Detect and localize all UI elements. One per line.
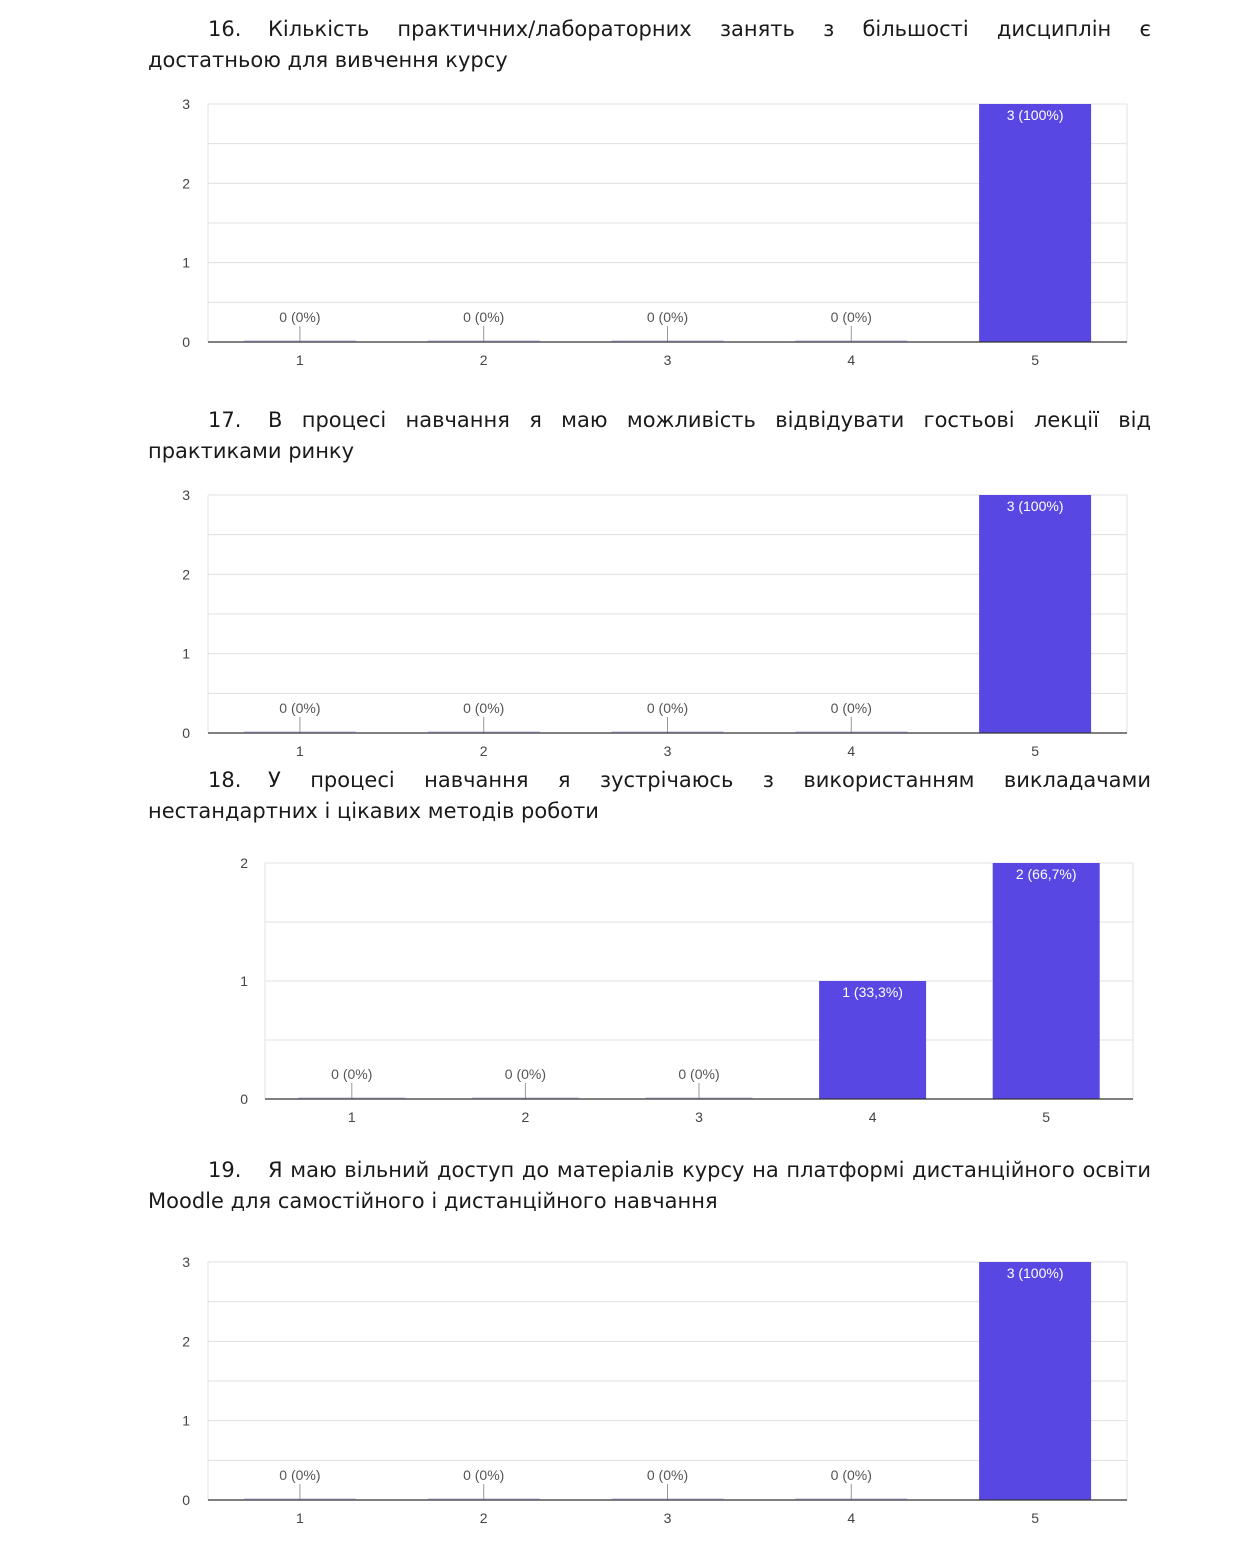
- data-label: 0 (0%): [463, 700, 504, 716]
- x-tick-label: 2: [480, 743, 488, 759]
- x-tick-label: 1: [296, 1510, 304, 1526]
- data-label: 0 (0%): [831, 1467, 872, 1483]
- question-text: У процесі навчання я зустрічаюсь з викор…: [148, 768, 1151, 823]
- x-tick-label: 1: [296, 743, 304, 759]
- question-number: 19.: [208, 1158, 242, 1182]
- data-label: 0 (0%): [279, 309, 320, 325]
- data-label: 0 (0%): [647, 309, 688, 325]
- question-text: Кількість практичних/лабораторних занять…: [148, 17, 1151, 72]
- y-tick-label: 2: [182, 175, 190, 191]
- y-tick-label: 0: [182, 1492, 190, 1508]
- data-label: 3 (100%): [1007, 498, 1064, 514]
- data-label: 0 (0%): [463, 1467, 504, 1483]
- x-tick-label: 3: [664, 1510, 672, 1526]
- x-tick-label: 5: [1031, 743, 1039, 759]
- bar: [992, 863, 1100, 1099]
- x-tick-label: 4: [869, 1109, 877, 1125]
- data-label: 3 (100%): [1007, 107, 1064, 123]
- x-tick-label: 2: [480, 352, 488, 368]
- y-tick-label: 1: [182, 255, 190, 271]
- question-16-title: 16. Кількість практичних/лабораторних зан…: [148, 14, 1151, 76]
- y-tick-label: 3: [182, 96, 190, 112]
- bar: [979, 1262, 1092, 1500]
- data-label: 3 (100%): [1007, 1265, 1064, 1281]
- y-tick-label: 0: [240, 1091, 248, 1107]
- data-label: 0 (0%): [831, 309, 872, 325]
- y-tick-label: 3: [182, 1254, 190, 1270]
- x-tick-label: 1: [296, 352, 304, 368]
- bar: [979, 104, 1092, 342]
- y-tick-label: 0: [182, 725, 190, 741]
- x-tick-label: 3: [664, 743, 672, 759]
- data-label: 0 (0%): [279, 700, 320, 716]
- x-tick-label: 5: [1031, 1510, 1039, 1526]
- data-label: 2 (66,7%): [1016, 866, 1077, 882]
- bar: [979, 495, 1092, 733]
- data-label: 0 (0%): [647, 700, 688, 716]
- y-tick-label: 1: [240, 973, 248, 989]
- bar: [819, 981, 927, 1099]
- data-label: 0 (0%): [279, 1467, 320, 1483]
- y-tick-label: 3: [182, 487, 190, 503]
- question-number: 18.: [208, 768, 242, 792]
- data-label: 0 (0%): [505, 1066, 546, 1082]
- question-number: 16.: [208, 17, 242, 41]
- x-tick-label: 2: [522, 1109, 530, 1125]
- x-tick-label: 4: [847, 352, 855, 368]
- x-tick-label: 4: [847, 743, 855, 759]
- data-label: 0 (0%): [331, 1066, 372, 1082]
- x-tick-label: 3: [695, 1109, 703, 1125]
- question-number: 17.: [208, 408, 242, 432]
- question-17-title: 17. В процесі навчання я маю можливість в…: [148, 405, 1151, 467]
- x-tick-label: 1: [348, 1109, 356, 1125]
- data-label: 0 (0%): [647, 1467, 688, 1483]
- question-18-title: 18. У процесі навчання я зустрічаюсь з ви…: [148, 765, 1151, 827]
- y-tick-label: 1: [182, 646, 190, 662]
- y-tick-label: 1: [182, 1413, 190, 1429]
- data-label: 0 (0%): [831, 700, 872, 716]
- y-tick-label: 2: [182, 1333, 190, 1349]
- data-label: 0 (0%): [463, 309, 504, 325]
- data-label: 0 (0%): [678, 1066, 719, 1082]
- question-text: Я маю вільний доступ до матеріалів курсу…: [148, 1158, 1151, 1213]
- y-tick-label: 2: [182, 566, 190, 582]
- y-tick-label: 2: [240, 855, 248, 871]
- y-tick-label: 0: [182, 334, 190, 350]
- data-label: 1 (33,3%): [842, 984, 903, 1000]
- question-text: В процесі навчання я маю можливість відв…: [148, 408, 1151, 463]
- x-tick-label: 2: [480, 1510, 488, 1526]
- x-tick-label: 5: [1031, 352, 1039, 368]
- x-tick-label: 3: [664, 352, 672, 368]
- x-tick-label: 5: [1042, 1109, 1050, 1125]
- question-19-title: 19. Я маю вільний доступ до матеріалів ку…: [148, 1155, 1151, 1217]
- x-tick-label: 4: [847, 1510, 855, 1526]
